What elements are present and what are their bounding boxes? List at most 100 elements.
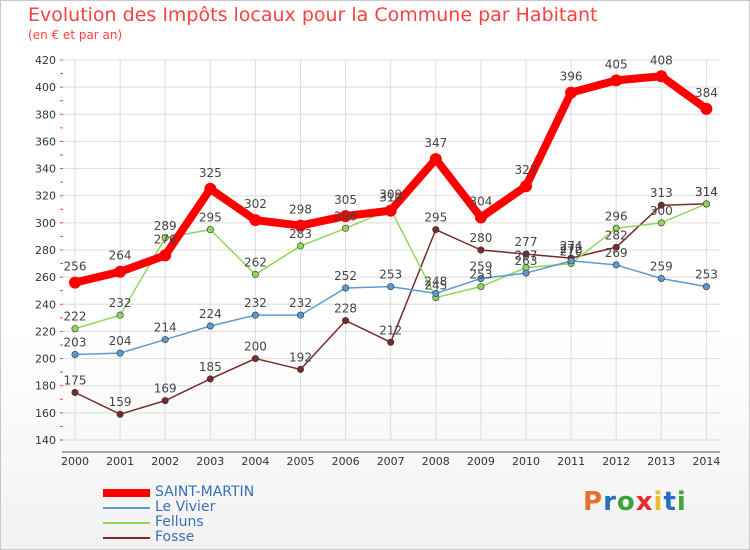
data-point [477, 246, 485, 254]
chart-subtitle: (en € et par an) [28, 28, 123, 42]
logo-letter: i [676, 487, 687, 517]
legend-label: Felluns [155, 514, 204, 530]
data-label: 256 [64, 260, 87, 274]
x-tick-label: 2011 [557, 455, 585, 468]
data-label: 228 [334, 302, 357, 316]
x-tick-label: 2001 [106, 455, 134, 468]
data-point [702, 200, 710, 208]
data-point [565, 86, 578, 99]
data-label: 327 [515, 163, 538, 177]
data-point [161, 397, 169, 405]
data-label: 296 [605, 209, 628, 223]
data-label: 305 [334, 193, 357, 207]
data-point [206, 226, 214, 234]
data-point [161, 234, 169, 242]
y-tick-label: 300 [35, 217, 56, 230]
data-point [387, 283, 395, 291]
data-point [610, 74, 623, 87]
data-label: 313 [650, 186, 673, 200]
y-tick-label: 240 [35, 298, 56, 311]
data-label: 270 [560, 245, 583, 259]
data-label: 280 [469, 231, 492, 245]
data-label: 232 [109, 296, 132, 310]
chart-title: Evolution des Impôts locaux pour la Comm… [28, 4, 598, 26]
data-label: 384 [695, 86, 718, 100]
data-point [657, 219, 665, 227]
data-point [567, 257, 575, 265]
x-tick-label: 2000 [61, 455, 89, 468]
data-point [296, 311, 304, 319]
logo-letter: i [653, 487, 664, 517]
data-point [251, 355, 259, 363]
data-label: 185 [199, 360, 222, 374]
data-label: 325 [199, 166, 222, 180]
data-label: 224 [199, 307, 222, 321]
logo-letter: o [616, 487, 636, 517]
data-point [69, 276, 81, 289]
y-tick-label: 200 [35, 353, 56, 366]
data-point [520, 180, 532, 193]
data-point [251, 311, 259, 319]
data-point [159, 249, 172, 262]
data-point [612, 243, 620, 251]
data-point [342, 317, 350, 325]
y-tick-label: 220 [35, 325, 56, 338]
data-label: 248 [424, 274, 447, 288]
data-label: 272 [560, 242, 583, 256]
data-label: 295 [424, 211, 447, 225]
data-label: 269 [605, 246, 628, 260]
data-label: 298 [289, 203, 312, 217]
y-tick-label: 400 [35, 81, 56, 94]
data-label: 276 [154, 232, 177, 246]
data-point [702, 283, 710, 291]
data-point [342, 284, 350, 292]
legend-label: SAINT-MARTIN [155, 484, 255, 500]
x-tick-label: 2008 [422, 455, 450, 468]
data-label: 200 [244, 340, 267, 354]
y-tick-label: 320 [35, 190, 56, 203]
data-label: 175 [64, 374, 87, 388]
data-label: 232 [289, 296, 312, 310]
data-label: 169 [154, 382, 177, 396]
data-point [116, 349, 124, 357]
data-labels: 256 264 276 325 302 298 305 309 347 304 327 396 405 4… [64, 53, 718, 409]
data-label: 274 [560, 239, 583, 253]
data-point [384, 204, 397, 217]
data-point [612, 261, 620, 269]
data-point [477, 283, 485, 291]
data-point [296, 365, 304, 373]
x-tick-label: 2007 [377, 455, 405, 468]
data-label: 282 [605, 228, 628, 242]
data-point [429, 153, 442, 166]
y-tick-label: 260 [35, 271, 56, 284]
x-tick-label: 2014 [692, 455, 720, 468]
data-point [249, 214, 262, 227]
legend-label: Fosse [155, 529, 195, 545]
data-label: 252 [334, 269, 357, 283]
data-point [206, 375, 214, 383]
data-label: 203 [64, 336, 87, 350]
data-point [432, 226, 440, 234]
data-point [522, 250, 530, 258]
x-tick-label: 2005 [287, 455, 315, 468]
data-point [71, 325, 79, 333]
data-label: 302 [244, 197, 267, 211]
data-label: 296 [334, 209, 357, 223]
data-label: 159 [109, 395, 132, 409]
series-lines [69, 70, 713, 418]
x-tick-label: 2010 [512, 455, 540, 468]
y-tick-label: 360 [35, 135, 56, 148]
data-label: 222 [64, 310, 87, 324]
data-point [342, 224, 350, 232]
legend-swatches [103, 489, 150, 539]
axes: 140 160 180 200 220 240 260 280 300 320 340 360 380 4… [35, 54, 720, 468]
data-point [339, 210, 352, 223]
data-point [387, 338, 395, 346]
data-label: 289 [154, 219, 177, 233]
grid [62, 59, 720, 441]
data-point [474, 211, 487, 224]
data-point [296, 242, 304, 250]
data-label: 214 [154, 321, 177, 335]
x-tick-label: 2012 [602, 455, 630, 468]
